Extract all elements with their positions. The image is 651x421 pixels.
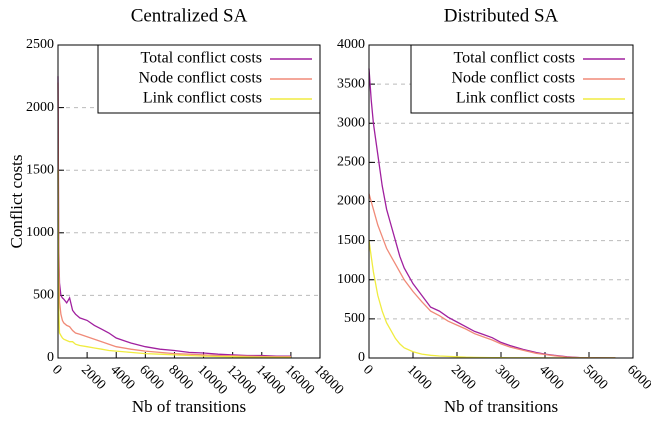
y-tick-label: 1000 <box>26 225 54 240</box>
x-tick-label: 4000 <box>107 362 137 392</box>
y-tick-label: 1500 <box>26 162 54 177</box>
y-tick-label: 3500 <box>337 76 365 91</box>
x-tick-label: 6000 <box>624 362 651 392</box>
y-tick-label: 500 <box>33 288 54 303</box>
chart-title: Distributed SA <box>444 5 559 26</box>
x-tick-label: 4000 <box>536 362 566 392</box>
y-tick-label: 1000 <box>337 272 365 287</box>
x-axis-label: Nb of transitions <box>444 397 558 416</box>
y-tick-label: 1500 <box>337 233 365 248</box>
legend-label: Node conflict costs <box>138 70 262 87</box>
x-tick-label: 16000 <box>282 362 317 397</box>
x-tick-label: 12000 <box>224 362 259 397</box>
legend-label: Link conflict costs <box>456 90 575 107</box>
y-tick-label: 2500 <box>26 37 54 52</box>
y-tick-label: 3000 <box>337 115 365 130</box>
chart-title: Centralized SA <box>131 5 248 26</box>
data-line <box>57 82 291 358</box>
data-line <box>57 170 291 359</box>
x-tick-label: 2000 <box>448 362 478 392</box>
legend-label: Link conflict costs <box>143 90 262 107</box>
x-tick-label: 18000 <box>311 362 346 397</box>
x-tick-label: 6000 <box>136 362 166 392</box>
legend-label: Node conflict costs <box>451 70 575 87</box>
x-tick-label: 1000 <box>404 362 434 392</box>
y-tick-label: 2500 <box>337 155 365 170</box>
legend-label: Total conflict costs <box>453 50 575 67</box>
data-line <box>368 193 616 359</box>
x-tick-label: 8000 <box>165 362 195 392</box>
y-axis-label: Conflict costs <box>7 155 26 249</box>
x-tick-label: 14000 <box>253 362 288 397</box>
x-tick-label: 10000 <box>194 362 229 397</box>
y-tick-label: 4000 <box>337 37 365 52</box>
y-tick-label: 2000 <box>26 100 54 115</box>
x-tick-label: 5000 <box>580 362 610 392</box>
y-tick-label: 2000 <box>337 194 365 209</box>
y-tick-label: 0 <box>358 350 365 365</box>
x-tick-label: 2000 <box>78 362 108 392</box>
legend-label: Total conflict costs <box>140 50 262 67</box>
x-axis-label: Nb of transitions <box>132 397 246 416</box>
y-tick-label: 500 <box>344 311 365 326</box>
x-tick-label: 3000 <box>492 362 522 392</box>
data-line <box>57 76 291 357</box>
y-tick-label: 0 <box>47 350 54 365</box>
